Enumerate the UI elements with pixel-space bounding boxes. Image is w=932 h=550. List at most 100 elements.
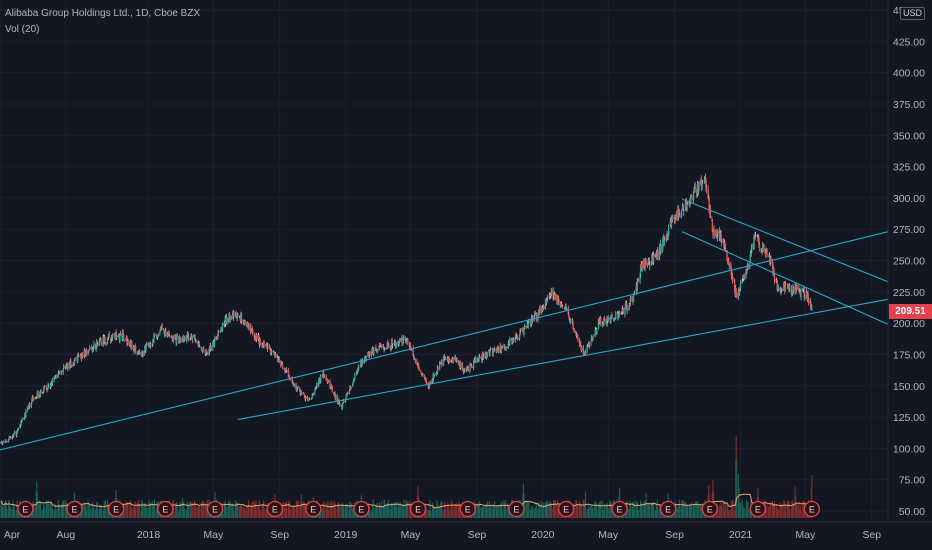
candle-body: [514, 336, 516, 341]
candle-body: [587, 344, 589, 346]
candle-body: [586, 345, 588, 354]
candle-body: [353, 380, 356, 382]
candle-body: [550, 288, 553, 295]
candle-body: [697, 191, 700, 194]
candle-body: [2, 441, 4, 445]
candle-body: [444, 357, 446, 359]
volume-bar: [603, 504, 606, 518]
earnings-marker: E: [803, 500, 820, 518]
earnings-marker: E: [266, 500, 284, 518]
candle-body: [122, 333, 125, 340]
candle-body: [391, 345, 394, 347]
candle-body: [100, 344, 103, 346]
candle-body: [572, 324, 574, 329]
candle-body: [410, 349, 412, 351]
volume-bar: [176, 503, 178, 518]
candle-body: [598, 319, 601, 322]
earnings-marker: E: [508, 500, 525, 518]
candle-body: [249, 323, 252, 332]
candle-body: [367, 353, 369, 356]
candle-body: [302, 392, 305, 394]
candle-body: [213, 339, 216, 346]
candle-body: [228, 314, 231, 318]
candle-body: [357, 366, 360, 370]
volume-bar: [323, 501, 325, 518]
candle-body: [389, 347, 392, 349]
candle-body: [663, 239, 666, 245]
candle-body: [533, 314, 535, 322]
candle-body: [136, 353, 138, 355]
volume-bar: [641, 505, 643, 518]
volume-bar: [656, 500, 658, 518]
time-tick-label: May: [795, 529, 816, 541]
candle-body: [572, 327, 575, 329]
earnings-marker-circle: [66, 500, 83, 518]
volume-bar: [543, 502, 545, 518]
candle-body: [104, 336, 106, 343]
candle-body: [730, 263, 732, 269]
candle-body: [200, 347, 203, 351]
candle-body: [8, 436, 10, 439]
candle-body: [57, 372, 60, 377]
candle-body: [807, 298, 810, 304]
volume-indicator-label[interactable]: Vol (20): [5, 24, 40, 35]
volume-bar: [429, 510, 432, 518]
earnings-marker-label: E: [72, 505, 78, 515]
symbol-title[interactable]: Alibaba Group Holdings Ltd., 1D, Cboe BZ…: [5, 8, 201, 19]
candle-body: [622, 310, 625, 314]
candle-body: [212, 340, 214, 349]
candle-body: [678, 210, 681, 215]
candle-body: [757, 236, 760, 239]
candle-body: [497, 347, 499, 349]
candle-body: [89, 347, 91, 349]
candle-body: [104, 342, 107, 344]
candle-body: [702, 182, 704, 183]
candle-body: [628, 304, 630, 308]
candle-body: [76, 357, 78, 358]
candle-body: [39, 395, 41, 397]
candle-body: [421, 374, 424, 376]
volume-bar: [736, 460, 738, 518]
candle-body: [482, 355, 485, 358]
candle-body: [428, 387, 430, 389]
candle-body: [397, 340, 399, 345]
candle-body: [420, 372, 423, 374]
candle-body: [427, 383, 430, 387]
volume-bar: [6, 509, 8, 518]
candle-body: [492, 349, 494, 356]
currency-label[interactable]: USD: [899, 7, 925, 20]
candle-body: [258, 334, 260, 340]
candle-body: [501, 345, 504, 348]
candle-body: [72, 365, 74, 366]
candle-body: [692, 190, 695, 200]
candle-body: [371, 348, 373, 353]
candle-body: [633, 291, 635, 296]
candle-body: [259, 339, 262, 345]
volume-bar: [335, 509, 337, 518]
volume-bar: [739, 502, 742, 518]
candle-body: [758, 244, 761, 249]
candle-body: [81, 354, 84, 357]
candle-body: [303, 393, 305, 395]
volume-bar: [85, 508, 88, 518]
candle-body: [794, 284, 797, 286]
candle-body: [164, 333, 166, 336]
volume-bar: [645, 492, 647, 518]
candle-body: [115, 335, 118, 339]
candle-body: [613, 318, 616, 321]
candle-body: [306, 395, 309, 400]
candle-body: [64, 365, 67, 369]
candle-body: [512, 339, 515, 343]
candle-body: [423, 376, 426, 379]
candle-body: [605, 320, 607, 324]
volume-bar: [104, 500, 106, 518]
volume-bar: [777, 509, 779, 518]
candle-body: [807, 293, 809, 300]
volume-bar: [288, 500, 291, 518]
candle-body: [191, 335, 193, 341]
earnings-marker: E: [353, 500, 370, 518]
volume-bar: [791, 499, 793, 518]
candle-body: [412, 348, 414, 357]
